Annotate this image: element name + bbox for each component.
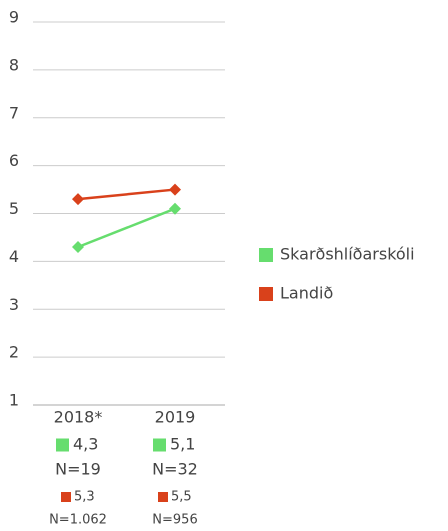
- marker: [72, 241, 84, 254]
- series-line: [77, 207, 176, 249]
- y-tick-label: 6: [9, 151, 19, 170]
- legend-label: Skarðshlíðarskóli: [280, 245, 415, 264]
- y-tick-label: 7: [9, 103, 19, 122]
- y-tick-label: 9: [9, 8, 19, 27]
- legend-label: Landið: [280, 284, 333, 303]
- marker: [169, 183, 181, 196]
- y-tick-label: 1: [9, 391, 19, 410]
- y-tick-label: 8: [9, 55, 19, 74]
- marker: [169, 202, 181, 215]
- value-label: 4,3: [73, 435, 98, 454]
- table-swatch: [56, 438, 69, 452]
- y-tick-label: 3: [9, 295, 19, 314]
- y-tick-label: 2: [9, 343, 19, 362]
- value-label: 5,3: [74, 490, 95, 505]
- n-label: N=32: [152, 460, 198, 479]
- table-swatch: [158, 492, 168, 502]
- marker: [72, 193, 84, 206]
- table-swatch: [61, 492, 71, 502]
- legend-swatch: [259, 287, 273, 301]
- table-swatch: [153, 438, 166, 452]
- y-tick-label: 5: [9, 199, 19, 218]
- value-label: 5,1: [170, 435, 195, 454]
- n-label: N=19: [55, 460, 101, 479]
- x-tick-label: 2019: [155, 408, 196, 427]
- n-label: N=1.062: [49, 513, 107, 528]
- x-tick-label: 2018*: [54, 408, 103, 427]
- n-label: N=956: [152, 513, 197, 528]
- series-line: [77, 188, 176, 201]
- y-tick-label: 4: [9, 247, 19, 266]
- value-label: 5,5: [171, 490, 192, 505]
- legend-swatch: [259, 248, 273, 262]
